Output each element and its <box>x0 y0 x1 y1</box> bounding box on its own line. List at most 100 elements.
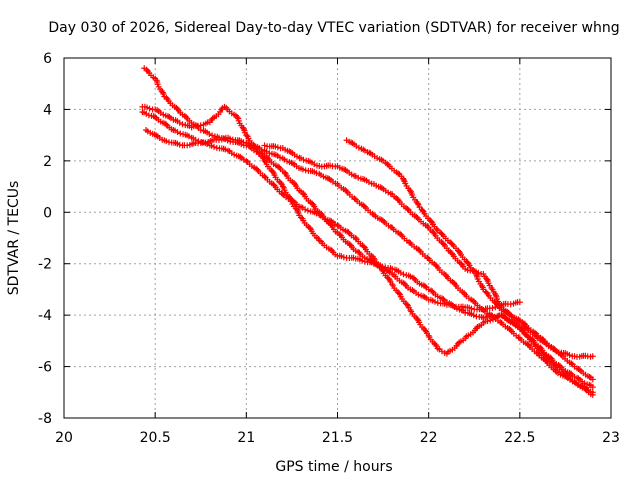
data-point <box>279 183 286 190</box>
series-markers <box>518 337 540 356</box>
series-markers <box>317 212 338 227</box>
series-markers <box>555 350 576 368</box>
series-markers <box>445 247 467 270</box>
series-markers <box>281 192 303 210</box>
series-markers <box>499 313 521 331</box>
y-axis-label: SDTVAR / TECUs <box>6 181 22 296</box>
series-markers <box>299 204 320 217</box>
series-markers <box>408 241 431 261</box>
series-markers <box>153 77 167 97</box>
data-point <box>279 191 286 198</box>
series-markers <box>263 148 283 161</box>
series-markers <box>354 255 375 266</box>
series-markers <box>390 226 413 246</box>
series-markers <box>400 175 422 208</box>
x-tick-label: 20 <box>55 430 73 446</box>
x-tick-label: 22.5 <box>504 430 535 446</box>
data-point <box>234 114 241 121</box>
series-markers <box>172 127 192 140</box>
series-markers <box>208 142 229 153</box>
series-markers <box>501 308 522 323</box>
series-markers <box>335 223 357 241</box>
data-point <box>589 353 596 360</box>
series-markers <box>336 252 357 261</box>
series-markers <box>262 174 285 197</box>
y-tick-label: 4 <box>43 102 52 118</box>
series-markers <box>437 229 457 250</box>
series-markers <box>418 206 440 232</box>
series-markers <box>318 238 339 258</box>
series-markers <box>141 109 157 120</box>
data-point <box>535 345 542 352</box>
series-markers <box>537 334 558 353</box>
y-tick-label: 2 <box>43 154 52 170</box>
series-markers <box>346 138 367 153</box>
series-markers <box>445 337 467 355</box>
series-markers <box>223 104 239 119</box>
series-markers <box>536 352 559 374</box>
series-markers <box>163 138 183 148</box>
y-tick-label: -8 <box>38 411 52 427</box>
chart-title: Day 030 of 2026, Sidereal Day-to-day VTE… <box>48 20 619 36</box>
series-markers <box>428 287 448 304</box>
x-tick-label: 23 <box>602 430 620 446</box>
series-markers <box>390 271 411 291</box>
series-markers <box>153 115 175 133</box>
series-markers <box>392 266 412 279</box>
series-markers <box>464 304 485 313</box>
series-markers <box>172 117 193 129</box>
data-series <box>139 65 596 398</box>
series-markers <box>299 166 320 177</box>
y-tick-label: -2 <box>38 257 52 273</box>
y-tick-label: 6 <box>43 51 52 67</box>
series-markers <box>427 296 448 307</box>
series-markers <box>408 308 430 337</box>
series-markers <box>409 274 430 291</box>
data-point <box>589 384 596 391</box>
series-markers <box>574 374 594 389</box>
y-tick-label: -6 <box>38 360 52 376</box>
series-track-6 <box>343 137 596 383</box>
data-point <box>352 235 359 241</box>
series-markers <box>426 334 440 350</box>
series-markers <box>336 231 357 253</box>
data-point <box>152 114 159 121</box>
series-markers <box>391 193 412 214</box>
x-tick-label: 21 <box>237 430 255 446</box>
series-markers <box>299 215 322 242</box>
data-point <box>298 214 305 221</box>
x-tick-label: 20.5 <box>140 430 171 446</box>
series-markers <box>445 275 467 296</box>
series-markers <box>245 141 265 153</box>
x-axis-label: GPS time / hours <box>275 459 392 475</box>
data-point <box>261 173 268 180</box>
series-markers <box>263 154 284 173</box>
series-markers <box>463 321 485 340</box>
data-point <box>243 132 250 139</box>
data-point <box>589 389 596 396</box>
series-markers <box>143 66 157 81</box>
series-markers <box>481 273 495 291</box>
series-markers <box>355 174 375 187</box>
series-track-4 <box>143 127 596 396</box>
x-tick-label: 21.5 <box>322 430 353 446</box>
series-markers <box>190 119 211 130</box>
series-markers <box>500 321 522 341</box>
series-markers <box>426 257 449 278</box>
series-markers <box>244 159 266 179</box>
series-markers <box>481 308 504 326</box>
series-markers <box>382 159 403 178</box>
series-markers <box>464 310 485 320</box>
series-markers <box>200 127 221 140</box>
data-point <box>243 157 250 164</box>
series-markers <box>446 301 466 310</box>
series-markers <box>519 319 540 337</box>
series-markers <box>208 105 226 123</box>
y-tick-label: -4 <box>38 308 52 324</box>
series-markers <box>574 365 594 381</box>
series-markers <box>353 236 376 260</box>
series-markers <box>226 148 247 163</box>
x-tick-label: 22 <box>420 430 438 446</box>
